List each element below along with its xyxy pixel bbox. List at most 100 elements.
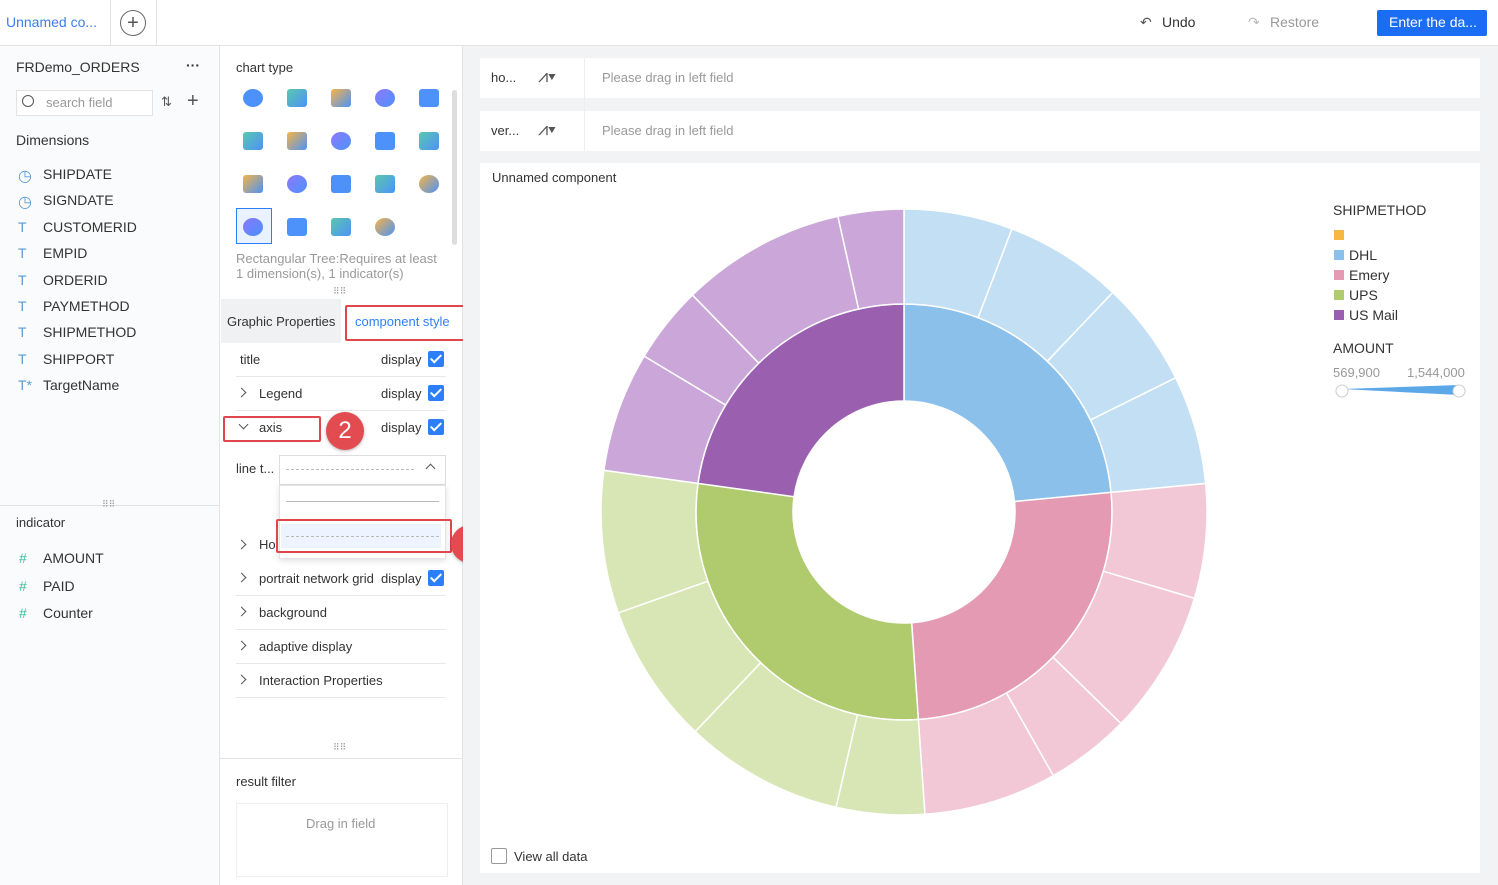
row-label[interactable]: axis: [259, 420, 283, 435]
row-label[interactable]: adaptive display: [259, 639, 353, 654]
chart-type-icon[interactable]: [419, 89, 439, 107]
more[interactable]: ···: [186, 57, 200, 73]
chart-type-icon[interactable]: [331, 175, 351, 193]
solid-option[interactable]: [286, 501, 439, 502]
field-icon: ◷: [18, 168, 32, 185]
legend-label: US Mail: [1349, 307, 1398, 323]
chart-type-icon[interactable]: [375, 218, 395, 236]
dimensions-title: Dimensions: [16, 132, 90, 148]
dimension-field[interactable]: SIGNDATE: [43, 192, 114, 209]
legend-label: Emery: [1349, 267, 1389, 283]
chart-type-icon[interactable]: [243, 218, 263, 236]
row-label[interactable]: portrait network grid: [259, 571, 374, 586]
component-title: Unnamed component: [492, 170, 617, 185]
filter-drop[interactable]: [236, 803, 448, 877]
row-label[interactable]: Legend: [259, 386, 303, 401]
dimension-field[interactable]: SHIPPORT: [43, 350, 115, 367]
field-icon: #: [19, 605, 27, 621]
highlight: [345, 305, 469, 341]
drag-handle[interactable]: ⠿⠿: [333, 742, 347, 752]
row-label[interactable]: Interaction Properties: [259, 673, 383, 688]
restore[interactable]: Restore: [1270, 14, 1320, 30]
tab-label[interactable]: Unnamed co...: [6, 14, 98, 30]
undo-icon: ↶: [1140, 14, 1152, 30]
shelf-label: ho...: [491, 70, 517, 85]
sunburst: SHIPMETHOD DHL Emery UPS US Mail AMOUNT 569,90…: [600, 202, 1466, 816]
checkbox[interactable]: [428, 385, 444, 401]
chart-type-icon[interactable]: [331, 89, 351, 107]
search-box[interactable]: [16, 90, 153, 116]
undo[interactable]: Undo: [1162, 14, 1196, 30]
dimension-field[interactable]: SHIPMETHOD: [43, 324, 137, 341]
highlight: [223, 416, 321, 442]
chart-type-icon[interactable]: [287, 132, 307, 150]
chart-type-icon[interactable]: [375, 89, 395, 107]
row-label[interactable]: background: [259, 605, 327, 620]
legend-swatch: [1334, 230, 1344, 240]
chart-type-icon[interactable]: [287, 89, 307, 107]
chart-type-icon[interactable]: [243, 175, 263, 193]
add-icon[interactable]: +: [187, 90, 199, 112]
chart-type-title: chart type: [236, 60, 294, 75]
indicator-field[interactable]: PAID: [43, 577, 75, 594]
chart-type-icon[interactable]: [287, 175, 307, 193]
chart-type-icon[interactable]: [419, 175, 439, 193]
chart-hint: Rectangular Tree:Requires at least 1 dim…: [236, 251, 437, 281]
enter-button[interactable]: [1377, 10, 1487, 36]
tab[interactable]: [0, 0, 111, 45]
field-icon: #: [19, 550, 27, 566]
dimension-field[interactable]: CUSTOMERID: [43, 218, 137, 235]
shelf-icon[interactable]: ⩘▾: [538, 66, 556, 86]
dimension-field[interactable]: ORDERID: [43, 271, 108, 288]
line-sample: [286, 469, 414, 470]
sort-icon[interactable]: ⇅: [161, 94, 172, 109]
property-panel: [220, 46, 463, 885]
properties-tab[interactable]: Graphic Properties: [227, 314, 336, 329]
dimension-field[interactable]: TargetName: [43, 377, 120, 394]
drag-handle[interactable]: ⠿⠿: [333, 286, 347, 296]
dimension-field[interactable]: PAYMETHOD: [43, 298, 130, 314]
top-bar: [0, 0, 1498, 46]
chart-type-icon[interactable]: [243, 89, 263, 107]
filter-placeholder: Drag in field: [306, 816, 376, 831]
checkbox[interactable]: [491, 848, 507, 864]
dimension-field[interactable]: SHIPDATE: [43, 166, 112, 182]
field-icon: T: [18, 271, 27, 288]
checkbox[interactable]: [428, 351, 444, 367]
indicator-field[interactable]: AMOUNT: [43, 550, 104, 566]
enter-label[interactable]: Enter the da...: [1389, 14, 1477, 30]
display-label: display: [381, 571, 422, 586]
chart-type-icon[interactable]: [287, 218, 307, 236]
field-icon: T: [18, 350, 27, 367]
chart-type-icon[interactable]: [375, 132, 395, 150]
line-select[interactable]: [279, 455, 446, 485]
chart-type-icon[interactable]: [331, 218, 351, 236]
view-all[interactable]: View all data: [514, 849, 588, 864]
shelf[interactable]: [480, 111, 1480, 151]
shelf[interactable]: [480, 58, 1480, 98]
checkbox[interactable]: [428, 419, 444, 435]
drag-handle[interactable]: ⠿⠿: [102, 499, 116, 509]
shelf-placeholder[interactable]: Please drag in left field: [602, 123, 734, 138]
scrollbar[interactable]: [452, 90, 457, 245]
style-tab[interactable]: component style: [355, 314, 450, 329]
search-placeholder[interactable]: search field: [46, 95, 113, 110]
chart-type-icon[interactable]: [375, 175, 395, 193]
restore-icon: ↷: [1248, 14, 1260, 30]
chart-type-icon[interactable]: [243, 132, 263, 150]
checkbox[interactable]: [428, 570, 444, 586]
field-icon: T: [18, 218, 27, 235]
shelf-placeholder[interactable]: Please drag in left field: [602, 70, 734, 85]
slider-handle: [1335, 384, 1349, 398]
chart-type-icon[interactable]: [419, 132, 439, 150]
indicator-field[interactable]: Counter: [43, 605, 93, 621]
filter-title: result filter: [236, 774, 296, 789]
field-icon: ◷: [18, 194, 32, 212]
shelf-icon[interactable]: ⩘▾: [538, 119, 556, 139]
dimension-field[interactable]: EMPID: [43, 245, 88, 262]
chart-type-icon[interactable]: [331, 132, 351, 150]
shelf-label: ver...: [491, 123, 520, 138]
add-tab[interactable]: +: [120, 10, 146, 36]
field-panel: [0, 46, 220, 885]
outer-segment: [837, 208, 905, 310]
